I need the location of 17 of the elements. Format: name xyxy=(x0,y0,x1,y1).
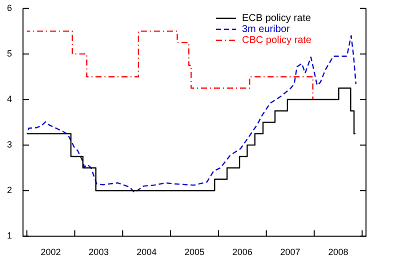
x-tick-label: 2003 xyxy=(88,247,109,258)
legend-label: CBC policy rate xyxy=(242,35,312,46)
x-tick-label: 2002 xyxy=(40,247,61,258)
y-tick-label: 4 xyxy=(6,94,12,104)
x-tick-label: 2005 xyxy=(184,247,205,258)
legend-label: 3m euribor xyxy=(242,24,290,36)
y-tick-label: 5 xyxy=(6,48,12,58)
x-tick-label: 2007 xyxy=(280,247,300,258)
x-tick-label: 2004 xyxy=(136,247,157,258)
y-tick-label: 2 xyxy=(6,185,12,196)
line-series xyxy=(26,35,357,194)
y-tick-label: 1 xyxy=(6,230,12,241)
x-tick-label: 2006 xyxy=(232,247,252,258)
legend-label: ECB policy rate xyxy=(242,13,312,24)
y-tick-label: 6 xyxy=(6,2,12,13)
y-tick-label: 3 xyxy=(6,140,12,150)
x-tick-label: 2008 xyxy=(328,247,348,258)
